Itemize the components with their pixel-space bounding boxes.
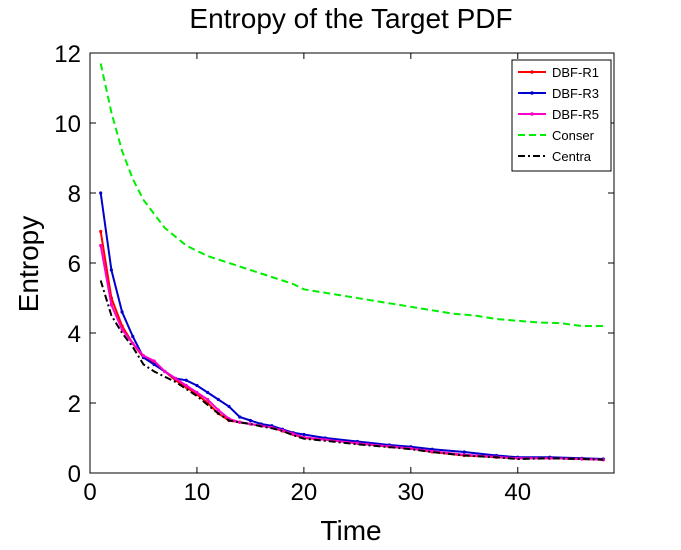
- data-point-dbf-r5: [152, 359, 156, 363]
- y-tick-label: 4: [68, 321, 81, 348]
- data-point-dbf-r3: [184, 378, 188, 382]
- y-tick-label: 6: [68, 251, 81, 278]
- legend-label-dbf-r5: DBF-R5: [552, 107, 599, 122]
- y-tick-label: 10: [54, 111, 81, 138]
- legend-label-dbf-r3: DBF-R3: [552, 86, 599, 101]
- legend-label-dbf-r1: DBF-R1: [552, 65, 599, 80]
- legend-marker: [530, 91, 534, 95]
- data-point-dbf-r3: [195, 383, 199, 388]
- x-tick-label: 30: [397, 479, 424, 506]
- data-point-dbf-r5: [184, 383, 188, 388]
- data-point-dbf-r1: [99, 229, 103, 234]
- x-tick-label: 0: [83, 479, 96, 506]
- data-point-dbf-r5: [120, 327, 124, 332]
- legend-marker: [530, 112, 534, 116]
- data-point-dbf-r5: [291, 432, 295, 436]
- x-axis-label: Time: [320, 515, 381, 546]
- series-line-conser: [99, 63, 604, 327]
- data-point-dbf-r3: [302, 432, 306, 437]
- legend-marker: [530, 70, 534, 74]
- data-point-dbf-r3: [99, 191, 103, 195]
- data-point-dbf-r3: [152, 362, 156, 367]
- x-tick-label: 20: [291, 479, 318, 506]
- data-point-dbf-r5: [430, 449, 434, 453]
- y-tick-label: 8: [68, 181, 81, 208]
- data-point-dbf-r5: [580, 457, 584, 461]
- legend-label-conser: Conser: [552, 128, 595, 143]
- y-tick-label: 0: [68, 461, 81, 488]
- x-tick-label: 40: [504, 479, 531, 506]
- data-point-dbf-r5: [216, 408, 220, 412]
- data-point-dbf-r5: [173, 376, 178, 381]
- y-tick-label: 2: [68, 391, 81, 418]
- data-point-dbf-r3: [227, 404, 231, 409]
- data-point-dbf-r5: [141, 354, 146, 358]
- data-point-dbf-r3: [238, 415, 242, 419]
- data-point-dbf-r3: [248, 418, 253, 423]
- x-tick-label: 10: [184, 479, 211, 506]
- data-point-dbf-r5: [109, 303, 113, 307]
- data-point-dbf-r3: [462, 450, 466, 454]
- data-point-dbf-r3: [120, 310, 124, 314]
- data-point-dbf-r5: [99, 243, 103, 248]
- legend-label-centra: Centra: [552, 149, 592, 164]
- data-point-dbf-r5: [355, 441, 359, 445]
- y-axis-label: Entropy: [13, 216, 44, 313]
- data-point-dbf-r3: [131, 334, 135, 339]
- data-point-dbf-r5: [238, 420, 242, 424]
- data-point-dbf-r5: [163, 369, 167, 374]
- data-point-dbf-r5: [131, 341, 135, 346]
- data-point-dbf-r3: [206, 390, 210, 395]
- chart-title: Entropy of the Target PDF: [189, 3, 512, 34]
- legend-box: [511, 59, 612, 172]
- y-tick-label: 12: [54, 41, 81, 68]
- data-point-dbf-r3: [109, 268, 113, 272]
- data-point-dbf-r5: [206, 397, 210, 402]
- data-point-dbf-r3: [216, 397, 220, 402]
- data-point-dbf-r5: [195, 390, 199, 395]
- series-line-centra: [99, 280, 604, 461]
